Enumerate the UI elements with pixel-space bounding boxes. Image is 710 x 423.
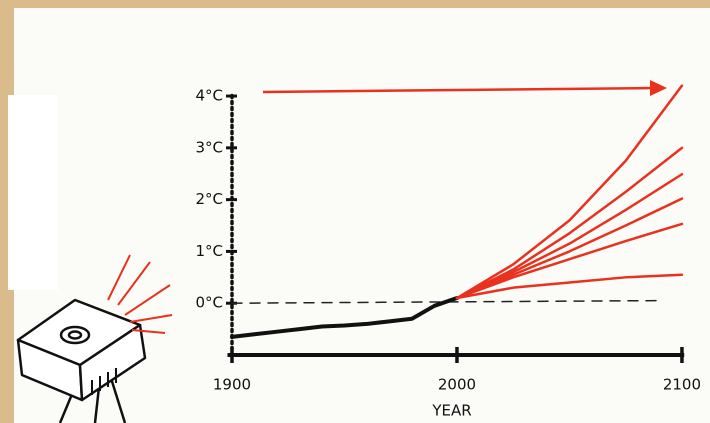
blank-card	[8, 95, 58, 290]
line-series	[455, 146, 684, 300]
line-series	[230, 296, 459, 339]
line-series	[455, 197, 684, 300]
line-series	[455, 273, 684, 300]
line-series	[455, 84, 684, 300]
y-tick-label: 1°C	[195, 242, 223, 260]
line-series	[455, 172, 684, 300]
x-tick-label: 2000	[438, 376, 476, 394]
projector-illustration	[16, 254, 173, 423]
arrow	[262, 80, 667, 96]
line-series	[455, 222, 684, 300]
x-tick-label: 2100	[663, 376, 701, 394]
y-tick-label: 0°C	[195, 294, 223, 312]
y-tick-label: 2°C	[195, 190, 223, 208]
y-tick-label: 4°C	[195, 87, 223, 105]
x-tick-label: 1900	[213, 376, 251, 394]
x-axis-label: YEAR	[431, 402, 471, 420]
y-tick-label: 3°C	[195, 138, 223, 156]
